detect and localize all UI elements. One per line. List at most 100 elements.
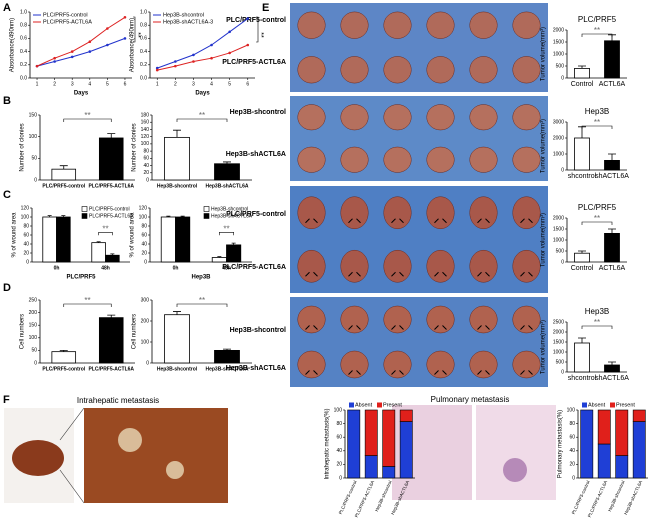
sig-bracket [98,232,113,236]
y-tick-label: 1.0 [20,9,27,15]
tumor [469,146,498,173]
arrow [520,325,533,330]
arrow [391,218,404,224]
x-tick-label: shcontrol [568,173,597,180]
x-axis-label: Hep3B [191,275,211,281]
bar [98,317,124,364]
x-tick-label: PLC/PRF5-ACTL6A [88,183,134,189]
tumor [512,350,541,379]
legend-label: PLC/PRF5-control [89,206,130,212]
error-bar [223,348,231,351]
point [192,60,195,63]
x-axis-label: PLC/PRF5 [66,275,96,281]
tumor [383,249,412,283]
y-tick-label: 100 [29,335,38,341]
x-tick-label: PLC/PRF5-control [571,480,591,515]
y-tick-label: 0 [26,259,29,265]
tumor [383,305,412,334]
y-tick-label: 2000 [553,329,564,335]
photo [290,96,548,181]
x-tick-label: PLC/PRF5-control [42,366,85,372]
tumor [340,11,369,39]
legend-swatch [582,402,587,408]
y-axis-label: Tumor volume(mm³) [541,27,547,81]
annotation: ** [84,111,90,120]
arrow [477,325,490,330]
tumor [426,249,455,283]
y-tick-label: 200 [141,318,150,324]
annotation: ** [223,224,229,233]
photo-label: PLC/PRF5-ACTL6A [222,264,286,271]
annotation: ** [84,296,90,305]
tumor [512,11,541,39]
photo-label: PLC/PRF5-control [226,17,286,24]
y-tick-label: 1000 [553,349,564,355]
y-axis-label: Cell numbers [132,314,138,349]
arrow [348,325,361,330]
error-bar [217,256,222,258]
bar [574,137,590,171]
y-tick-label: 0 [146,360,149,366]
x-tick-label: shACTL6A [595,375,629,382]
x-tick-label: Control [571,81,594,88]
x-tick-label: Control [571,265,594,272]
tumor [297,249,326,283]
tumor [383,11,412,39]
y-tick-label: 50 [31,156,37,162]
tumor [297,350,326,379]
sig-bracket [581,125,613,129]
annotation: ** [199,296,205,305]
y-tick-label: 100 [21,214,30,220]
x-tick-label: PLC/PRF5-control [42,183,85,189]
error-bar [578,337,586,343]
y-tick-label: 0.0 [140,75,147,81]
y-axis-label: Absorbance(490nm) [10,18,16,72]
y-tick-label: 80 [143,148,149,154]
y-tick-label: 40 [141,241,147,247]
y-tick-label: 60 [23,232,29,238]
y-axis-label: Tumor volume(mm³) [541,320,547,374]
y-tick-label: 1000 [553,51,564,57]
bar-segment [615,455,629,479]
sig-bracket [63,303,112,307]
tumor [340,56,369,84]
legend-swatch [349,402,354,408]
photo-label: Hep3B-shcontrol [230,109,286,116]
y-tick-label: 1000 [553,237,564,243]
x-tick-label: PLC/PRF5-ACTL6A [354,480,375,518]
x-tick-label: 6 [124,81,127,87]
tumor [426,305,455,334]
tumor [469,196,498,230]
point [123,37,127,40]
panel-label: C [3,189,11,201]
liver [12,440,64,476]
y-tick-label: 250 [29,297,38,303]
tumor [469,104,498,131]
bar [91,242,106,263]
x-tick-label: 48h [222,265,231,271]
bar [51,351,77,364]
y-axis-label: Pulmonary metastasis(%) [558,410,564,478]
point [70,55,74,59]
y-tick-label: 500 [556,359,565,365]
y-axis-label: Tumor volume(mm³) [541,119,547,173]
tumor [426,196,455,230]
photo-label: Hep3B-shACTL6A [226,151,286,158]
bar [51,168,77,181]
arrow [305,370,318,375]
y-tick-label: 80 [23,223,29,229]
bar-segment [597,409,611,445]
error-bar [59,165,68,170]
error-bar [110,253,115,256]
error-bar [166,215,171,217]
annotation: ** [257,32,264,38]
error-bar [47,215,52,217]
photo-title: Intrahepatic metastasis [77,396,159,405]
photo [290,297,548,387]
legend-label: Hep3B-shcontrol [163,12,204,18]
arrow [477,271,490,277]
y-tick-label: 0.4 [140,49,147,55]
arrow [348,370,361,375]
error-bar [173,311,181,315]
